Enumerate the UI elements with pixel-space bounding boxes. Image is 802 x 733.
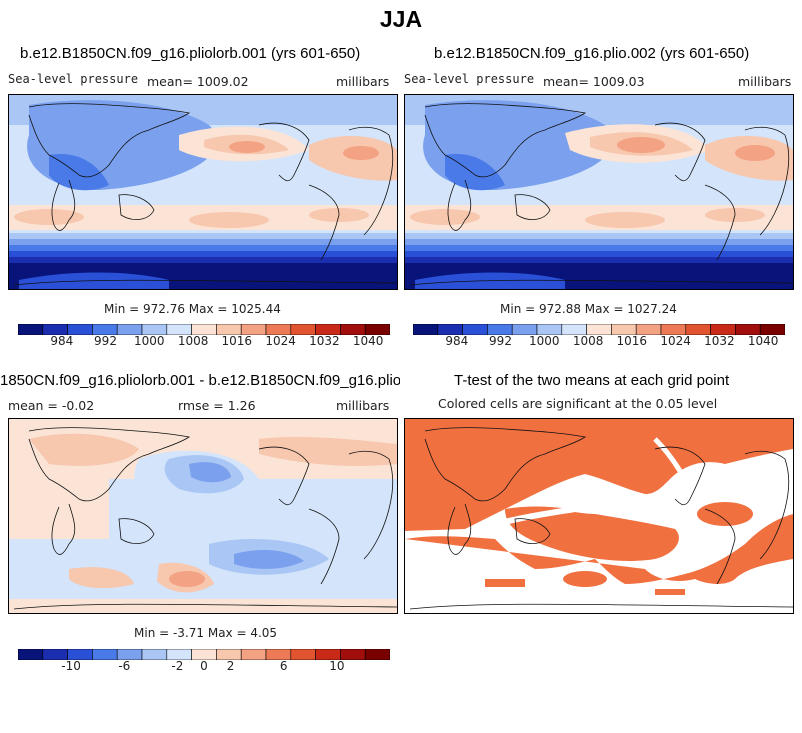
colorbar-tick-label: 984 xyxy=(445,334,469,348)
panel1-title: b.e12.B1850CN.f09_g16.pliolorb.001 (yrs … xyxy=(20,45,361,62)
panel1-map xyxy=(8,94,398,290)
panel3-map-svg xyxy=(9,419,397,613)
slp-south-pacific-high xyxy=(585,212,665,228)
panel4-subtitle: Colored cells are significant at the 0.0… xyxy=(438,396,718,411)
panel1-minmax: Min = 972.76 Max = 1025.44 xyxy=(104,302,281,316)
ttest-nonsignificant-strip xyxy=(653,437,698,501)
panel3-minmax: Min = -3.71 Max = 4.05 xyxy=(134,626,278,640)
colorbar-tick-label: 2 xyxy=(226,659,235,673)
slp-atlantic-high-core xyxy=(343,146,379,160)
colorbar-tick-label: 1040 xyxy=(747,334,779,348)
panel1-colorbar-ticks: 984 992 1000 1008 1016 1024 1032 1040 xyxy=(18,334,390,348)
panel3-units-label: millibars xyxy=(336,398,390,413)
slp-atlantic-high-core xyxy=(735,145,775,161)
ttest-significant-cells xyxy=(405,419,793,595)
diff-south-indian-positive xyxy=(69,567,134,589)
panel3-rmse-label: rmse = 1.26 xyxy=(178,398,256,413)
diff-asia-positive xyxy=(29,433,139,466)
panel1-units-label: millibars xyxy=(336,74,390,89)
slp-band-984 xyxy=(405,251,793,257)
diff-indian-positive xyxy=(9,479,109,539)
coastlines xyxy=(409,427,793,610)
panel2-colorbar-svg xyxy=(412,323,786,336)
diff-polar-band xyxy=(9,599,397,613)
colorbar-tick-label: 1000 xyxy=(529,334,560,348)
panel2-title: b.e12.B1850CN.f09_g16.plio.002 (yrs 601-… xyxy=(434,45,750,62)
panel1-variable-label: Sea-level pressure xyxy=(8,72,139,86)
colorbar-tick-label: 1000 xyxy=(134,334,165,348)
colorbar-tick-label: 1032 xyxy=(704,334,735,348)
diff-south-pacific-negative-core xyxy=(234,549,304,569)
panel4-title: T-test of the two means at each grid poi… xyxy=(454,372,730,389)
colorbar-tick-label: 1024 xyxy=(265,334,296,348)
panel2-colorbar-ticks: 984 992 1000 1008 1016 1024 1032 1040 xyxy=(413,334,785,348)
colorbar-tick-label: 1008 xyxy=(177,334,209,348)
colorbar-tick-label: 6 xyxy=(279,659,288,673)
ttest-region-southern-ocean xyxy=(563,571,607,587)
panel2-minmax: Min = 972.88 Max = 1027.24 xyxy=(500,302,677,316)
colorbar-tick-label: 1024 xyxy=(660,334,691,348)
panel2-mean-label: mean= 1009.03 xyxy=(543,74,645,89)
slp-south-pacific-high xyxy=(189,212,269,228)
ttest-region-north xyxy=(405,419,793,531)
colorbar-tick-label: 1032 xyxy=(309,334,340,348)
ttest-region-tropics xyxy=(505,506,679,561)
slp-band-1008 xyxy=(9,233,397,239)
panel2-units-label: millibars xyxy=(738,74,792,89)
slp-pacific-high-core xyxy=(617,137,665,153)
slp-band-1000 xyxy=(405,239,793,245)
panel2-map-svg xyxy=(405,95,793,289)
ttest-region-patch-2 xyxy=(655,589,685,595)
colorbar-tick-label: 10 xyxy=(329,659,345,673)
colorbar-tick-label: 984 xyxy=(50,334,74,348)
slp-pacific-high-core xyxy=(229,141,265,153)
slp-band-992 xyxy=(405,245,793,251)
slp-indian-high xyxy=(410,209,480,225)
slp-band-984 xyxy=(9,251,397,257)
slp-band-992 xyxy=(9,245,397,251)
colorbar-tick-label: 992 xyxy=(94,334,117,348)
ttest-region-atlantic xyxy=(697,502,753,526)
slp-band-1008 xyxy=(405,233,793,239)
slp-monsoon-low xyxy=(445,154,505,191)
panel1-colorbar-svg xyxy=(17,323,391,336)
colorbar-tick-label: 1016 xyxy=(221,334,253,348)
panel2-map xyxy=(404,94,794,290)
colorbar-tick-label: 1040 xyxy=(352,334,384,348)
coastlines xyxy=(13,103,397,286)
diff-southern-positive-core xyxy=(169,571,205,587)
colorbar-tick-label: 992 xyxy=(489,334,512,348)
diff-pacific-negative-core xyxy=(189,462,231,483)
colorbar-tick-label: -2 xyxy=(171,659,184,673)
panel1-mean-label: mean= 1009.02 xyxy=(147,74,249,89)
colorbar-tick-label: 1008 xyxy=(572,334,604,348)
coastlines xyxy=(13,427,397,610)
panel3-colorbar xyxy=(17,647,391,661)
panel3-colorbar-ticks: -10 -6 -2 0 2 6 10 xyxy=(18,659,390,673)
slp-indian-high xyxy=(14,209,84,225)
panel4-map-svg xyxy=(405,419,793,613)
panel3-title: 1850CN.f09_g16.pliolorb.001 - b.e12.B185… xyxy=(0,372,400,389)
panel3-colorbar-svg xyxy=(17,648,391,661)
panel1-map-svg xyxy=(9,95,397,289)
slp-band-1000 xyxy=(9,239,397,245)
coastlines xyxy=(409,103,793,286)
slp-monsoon-low xyxy=(49,154,109,191)
panel2-colorbar xyxy=(412,322,786,336)
panel3-map xyxy=(8,418,398,614)
colorbar-tick-label: -6 xyxy=(118,659,131,673)
panel2-variable-label: Sea-level pressure xyxy=(404,72,535,86)
colorbar-tick-label: 0 xyxy=(200,659,208,673)
panel1-colorbar xyxy=(17,322,391,336)
ttest-nonsignificant-band xyxy=(463,501,666,537)
page-title: JJA xyxy=(379,6,423,32)
ttest-region-patch-1 xyxy=(485,579,525,587)
colorbar-tick-label: -10 xyxy=(61,659,81,673)
panel4-map xyxy=(404,418,794,614)
panel3-mean-label: mean = -0.02 xyxy=(8,398,95,413)
colorbar-tick-label: 1016 xyxy=(616,334,648,348)
diff-atlantic-positive xyxy=(259,436,397,466)
